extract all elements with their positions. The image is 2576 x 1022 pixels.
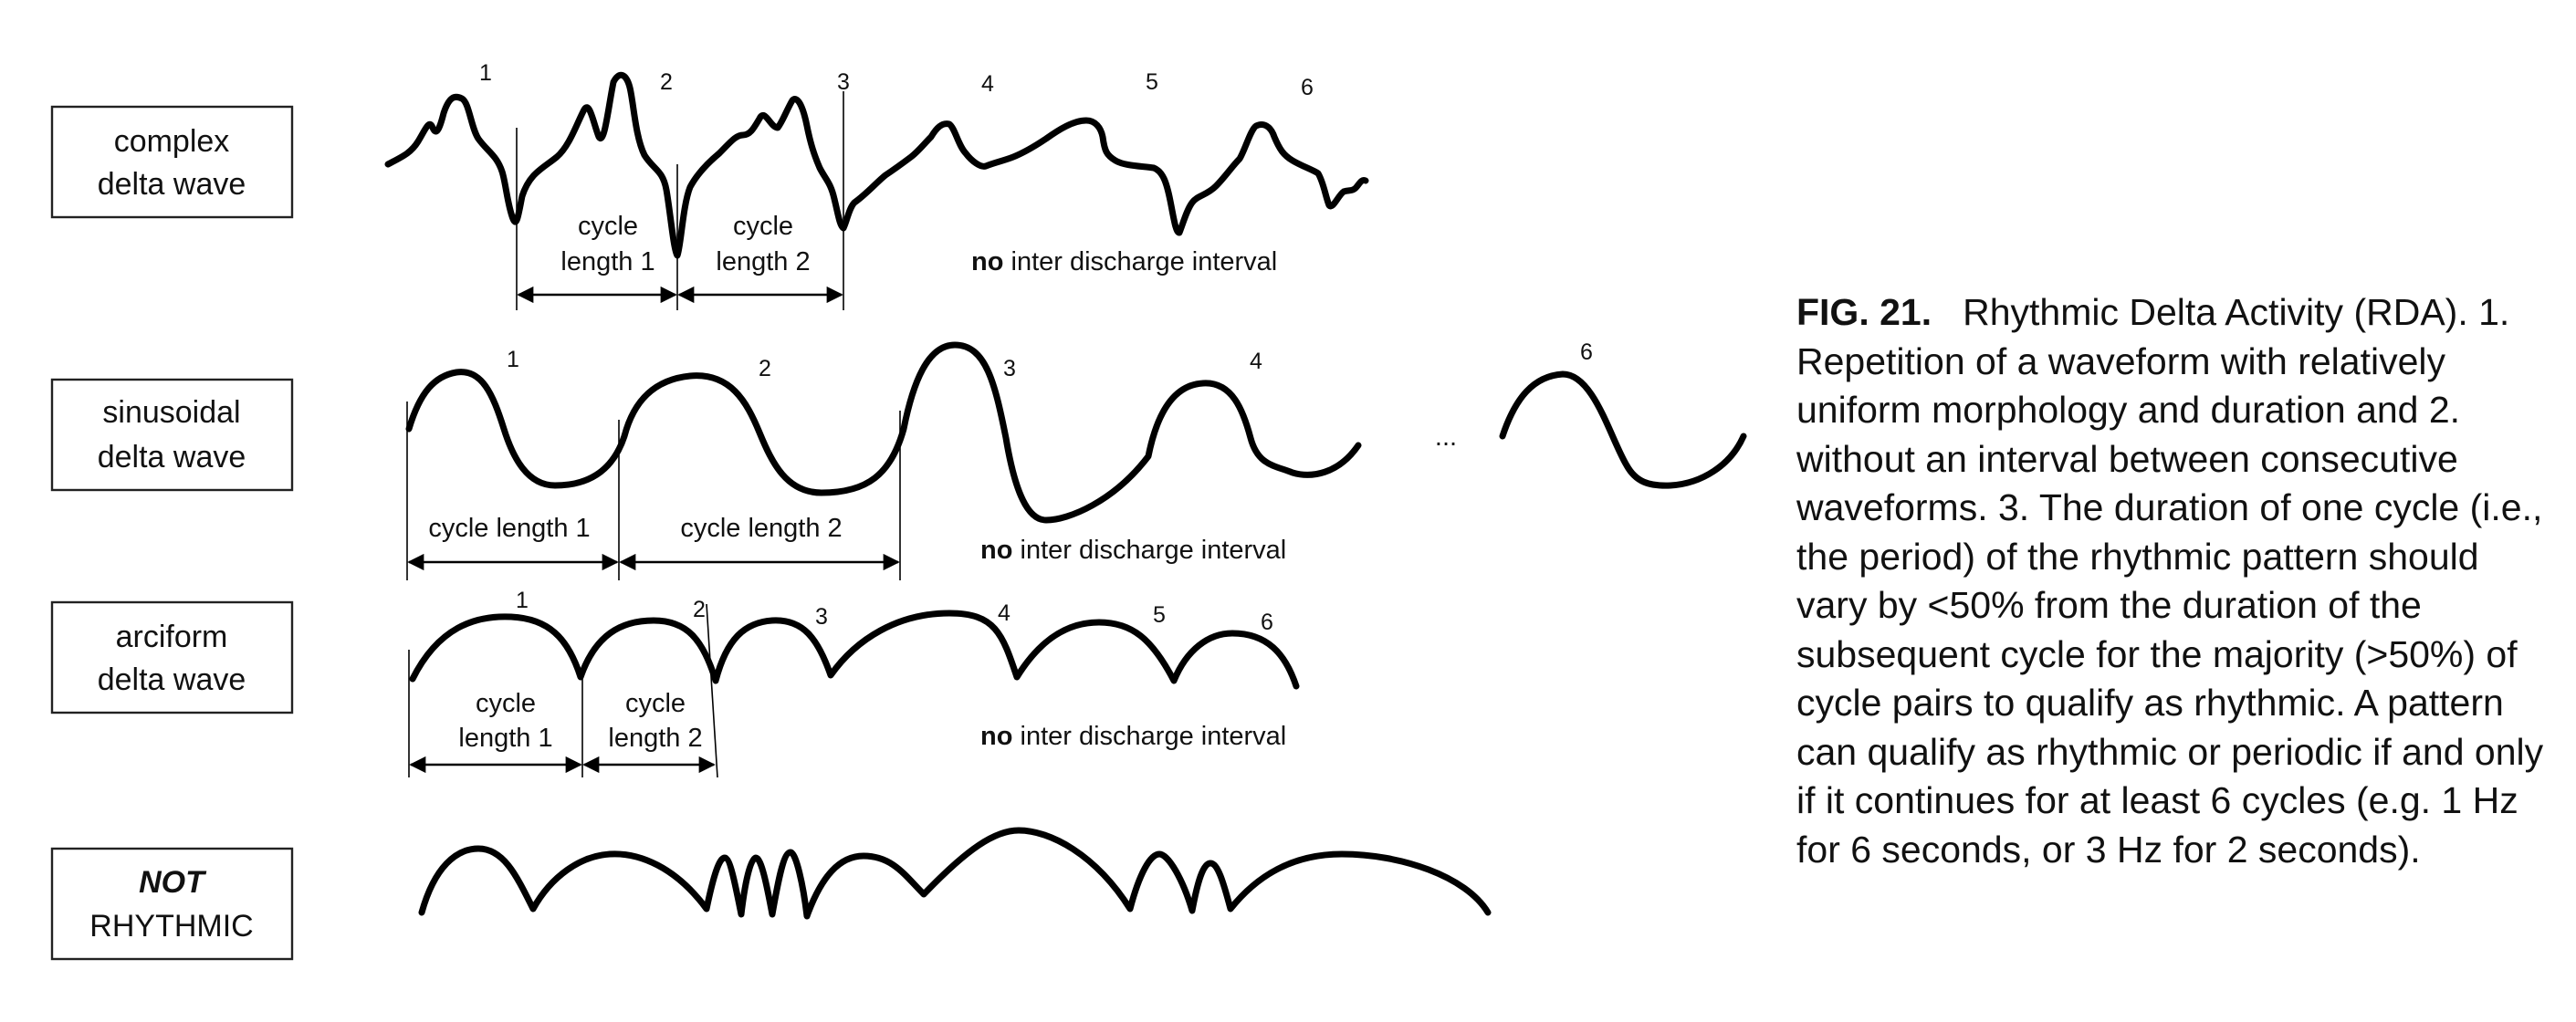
sinusoidal-cycle-number-1: 1 — [507, 347, 519, 372]
complex-no-interval-label: no inter discharge interval — [971, 247, 1277, 276]
not-rhythmic-label-box — [50, 847, 294, 961]
sinusoidal-delta-label-line1: sinusoidal — [102, 395, 240, 430]
sinusoidal-delta-waveform-main — [405, 341, 1362, 524]
complex-cycle-length-1-label-line1: cycle — [578, 212, 638, 241]
arciform-delta-waveform — [409, 610, 1300, 690]
not-rhythmic-label-line1: NOT — [139, 865, 207, 900]
arciform-cycle-number-6: 6 — [1261, 610, 1273, 635]
sinusoidal-delta-label-line2: delta wave — [98, 440, 246, 474]
sinusoidal-delta-row: sinusoidal delta wave ... 1 2 3 4 6 cycl… — [50, 339, 1747, 580]
complex-delta-label-box — [50, 105, 294, 219]
sinusoidal-no-interval-rest: inter discharge interval — [1012, 536, 1286, 565]
not-rhythmic-waveform — [418, 827, 1492, 920]
arciform-no-interval-rest: inter discharge interval — [1012, 722, 1286, 751]
arciform-no-interval-label: no inter discharge interval — [980, 722, 1286, 751]
arciform-cycle-number-5: 5 — [1153, 602, 1166, 628]
complex-cycle-length-1-label-line2: length 1 — [560, 247, 654, 276]
arciform-guide-line-3 — [706, 603, 718, 778]
sinusoidal-cycle-number-6: 6 — [1580, 339, 1593, 365]
sinusoidal-cycle-length-2-label: cycle length 2 — [680, 514, 842, 543]
figure-caption: FIG. 21. Rhythmic Delta Activity (RDA). 1… — [1796, 288, 2554, 874]
complex-cycle-number-4: 4 — [981, 71, 994, 97]
figure-label: FIG. 21. — [1796, 291, 1932, 333]
sinusoidal-delta-cycle-numbers: 1 2 3 4 6 — [507, 339, 1593, 381]
sinusoidal-cycle-number-3: 3 — [1003, 356, 1016, 381]
sinusoidal-delta-waveform-last — [1499, 370, 1747, 489]
complex-cycle-number-6: 6 — [1301, 75, 1314, 100]
complex-delta-row: complex delta wave 1 2 3 4 5 6 cycle len… — [50, 60, 1369, 310]
arciform-cycle-number-1: 1 — [516, 588, 529, 613]
not-rhythmic-label-line2: RHYTHMIC — [89, 909, 253, 944]
complex-no-interval-bold: no — [971, 247, 1003, 276]
arciform-cycle-length-1-label-line2: length 1 — [458, 724, 552, 753]
sinusoidal-ellipsis: ... — [1435, 422, 1457, 452]
complex-cycle-length-2-label-line1: cycle — [733, 212, 793, 241]
complex-delta-label-line1: complex — [114, 124, 230, 159]
sinusoidal-delta-label-box — [50, 378, 294, 492]
complex-cycle-number-5: 5 — [1146, 69, 1158, 95]
arciform-no-interval-bold: no — [980, 722, 1012, 751]
arciform-delta-label-line2: delta wave — [98, 662, 246, 697]
sinusoidal-cycle-number-4: 4 — [1250, 349, 1262, 374]
arciform-cycle-length-1-label-line1: cycle — [476, 689, 536, 718]
complex-no-interval-rest: inter discharge interval — [1003, 247, 1277, 276]
sinusoidal-no-interval-bold: no — [980, 536, 1012, 565]
sinusoidal-no-interval-label: no inter discharge interval — [980, 536, 1286, 565]
complex-delta-label-line2: delta wave — [98, 167, 246, 202]
complex-cycle-length-2-label-line2: length 2 — [716, 247, 810, 276]
not-rhythmic-row: NOT RHYTHMIC — [50, 827, 1492, 961]
sinusoidal-cycle-length-1-label: cycle length 1 — [428, 514, 590, 543]
arciform-delta-label-box — [50, 600, 294, 714]
complex-cycle-number-3: 3 — [837, 69, 850, 95]
arciform-cycle-number-2: 2 — [693, 597, 706, 622]
arciform-cycle-length-2-label-line1: cycle — [625, 689, 686, 718]
complex-cycle-number-1: 1 — [479, 60, 492, 86]
complex-delta-waveform — [384, 71, 1369, 259]
arciform-cycle-number-3: 3 — [815, 604, 828, 630]
sinusoidal-cycle-number-2: 2 — [759, 356, 771, 381]
arciform-cycle-number-4: 4 — [998, 600, 1011, 626]
arciform-delta-cycle-numbers: 1 2 3 4 5 6 — [516, 588, 1273, 635]
arciform-delta-row: arciform delta wave 1 2 3 4 5 6 cycle le… — [50, 588, 1300, 778]
complex-delta-cycle-numbers: 1 2 3 4 5 6 — [479, 60, 1314, 100]
caption-text: Rhythmic Delta Activity (RDA). 1. Repeti… — [1796, 291, 2544, 871]
arciform-delta-label-line1: arciform — [116, 620, 228, 654]
arciform-cycle-length-2-label-line2: length 2 — [608, 724, 702, 753]
complex-cycle-number-2: 2 — [660, 69, 673, 95]
rda-diagram: complex delta wave 1 2 3 4 5 6 cycle len… — [50, 60, 1747, 961]
